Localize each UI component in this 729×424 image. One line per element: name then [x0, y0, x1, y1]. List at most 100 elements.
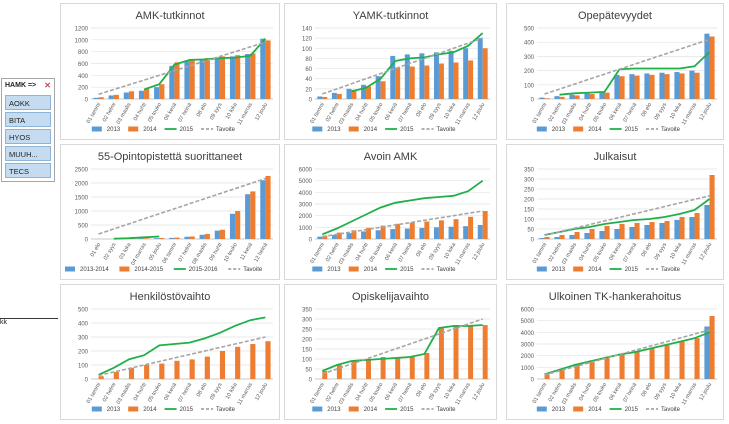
bar-2014 — [604, 356, 610, 379]
filter-clear-icon[interactable]: ✕ — [44, 81, 51, 90]
x-tick-label: 08 elo — [641, 102, 654, 118]
y-tick-label: 0 — [85, 98, 89, 104]
bar-2014 — [544, 374, 550, 379]
legend-swatch — [312, 126, 323, 132]
bar-2013 — [569, 94, 575, 99]
x-tick-label: 06 tammi — [162, 242, 179, 265]
y-tick-label: 0 — [531, 238, 535, 244]
y-tick-label: 6000 — [299, 168, 313, 174]
y-tick-label: 1200 — [75, 27, 89, 33]
bar-2014 — [709, 316, 715, 379]
slicer-item-bita[interactable]: BITA — [5, 112, 51, 127]
bar-2014 — [322, 96, 328, 99]
y-tick-label: 1000 — [75, 210, 89, 216]
bar-2014 — [336, 93, 342, 99]
legend-swatch — [312, 266, 323, 272]
bar-2013 — [434, 227, 439, 239]
y-tick-label: 3000 — [521, 343, 535, 349]
bar-2013 — [434, 52, 439, 99]
y-tick-label: 80 — [305, 57, 312, 63]
chart-svg-2: YAMK-tutkinnot 0 20 40 60 80 100 120 140 01 tammi… — [302, 10, 490, 133]
bar-2013 — [346, 88, 352, 99]
x-tick-label: 04 huhti — [355, 102, 370, 122]
bar-2014-2015 — [159, 238, 165, 239]
y-tick-label: 100 — [524, 83, 535, 89]
legend-label: 2015-2016 — [189, 267, 218, 273]
legend-label: Tavoite — [216, 127, 236, 133]
series-line-2015 — [98, 316, 266, 376]
slicer-item-tecs[interactable]: TECS — [5, 163, 51, 178]
legend-label: 2014 — [364, 407, 378, 413]
legend-label: 2013 — [327, 267, 341, 273]
legend-swatch — [536, 406, 547, 412]
y-tick-label: 0 — [309, 98, 313, 104]
x-tick-label: 04 marras — [130, 242, 148, 267]
x-tick-label: 09 huhti — [209, 242, 224, 262]
bar-2014-2015 — [144, 238, 150, 239]
x-tick-label: 01 tammi — [310, 382, 327, 405]
bar-2013 — [317, 96, 323, 99]
slicer-item-hyos[interactable]: HYOS — [5, 129, 51, 144]
y-tick-label: 1500 — [75, 196, 89, 202]
bar-2014 — [468, 325, 474, 379]
x-tick-label: 10 loka — [225, 381, 240, 400]
bar-2013 — [184, 61, 190, 99]
legend-label: 2013 — [552, 267, 566, 273]
y-tick-label: 500 — [78, 308, 89, 314]
x-tick-label: 05 touko — [369, 382, 385, 403]
chart-title: AMK-tutkinnot — [135, 10, 204, 22]
legend-label: 2013-2014 — [80, 267, 109, 273]
side-divider — [0, 318, 58, 319]
x-tick-label: 07 heinä — [398, 381, 414, 403]
bar-2014 — [679, 341, 685, 379]
bar-2013 — [704, 205, 710, 239]
legend-swatch — [536, 126, 547, 132]
legend-label: 2015 — [180, 127, 194, 133]
bar-2013 — [554, 96, 560, 99]
slicer-item-aokk[interactable]: AOKK — [5, 95, 51, 110]
legend-label: Tavoite — [437, 127, 457, 133]
series-line-2015 — [321, 324, 483, 372]
y-tick-label: 60 — [305, 67, 312, 73]
bar-2013 — [419, 53, 425, 99]
chart-svg-7: Henkilöstövaihto 0 100 200 300 400 500 01 tammi… — [78, 291, 273, 413]
x-tick-label: 03 maalis — [116, 102, 133, 126]
x-tick-label: 05 touko — [592, 242, 608, 263]
x-tick-label: 12 joulu — [254, 382, 269, 402]
bar-2014 — [351, 230, 357, 239]
bar-2014 — [634, 75, 640, 99]
chart-svg-1: AMK-tutkinnot 0 200 400 600 800 1000 1200 01 tam… — [75, 10, 273, 133]
y-tick-label: 6000 — [521, 308, 535, 314]
bar-2013 — [419, 227, 425, 239]
bar-2014 — [159, 84, 165, 99]
bar-2013 — [644, 225, 650, 239]
x-tick-label: 05 touko — [147, 382, 163, 403]
chart-svg-6: Julkaisut 0 50 100 150 200 250 300 350 01 tammi 02… — [524, 151, 717, 273]
chart-title: YAMK-tutkinnot — [353, 10, 429, 22]
x-tick-label: 10 loka — [443, 101, 458, 120]
bar-2013 — [154, 87, 160, 99]
bar-2013 — [375, 230, 381, 239]
series-line-tavoite — [98, 41, 266, 96]
bar-2014 — [351, 89, 357, 99]
y-tick-label: 100 — [302, 358, 313, 364]
bar-2014 — [482, 211, 488, 239]
legend-label: 2013 — [327, 127, 341, 133]
slicer-item-muuh[interactable]: MUUH... — [5, 146, 51, 161]
legend-label: 2015 — [625, 267, 639, 273]
y-tick-label: 2000 — [521, 354, 535, 360]
x-tick-label: 03 maalis — [338, 382, 355, 406]
y-tick-label: 150 — [302, 348, 313, 354]
x-tick-label: 12 joulu — [472, 382, 487, 402]
bar-2013 — [614, 74, 620, 99]
bar-2013 — [463, 48, 469, 99]
bar-2014 — [544, 98, 550, 99]
x-tick-label: 09 syys — [209, 102, 224, 121]
bar-2014 — [438, 220, 444, 239]
y-tick-label: 150 — [524, 208, 535, 214]
x-tick-label: 11 marras — [454, 102, 471, 126]
x-tick-label: 06 kesä — [163, 101, 178, 121]
x-tick-label: 09 syys — [428, 382, 443, 401]
y-tick-label: 0 — [531, 378, 535, 384]
series-line-tavoite — [322, 37, 483, 95]
